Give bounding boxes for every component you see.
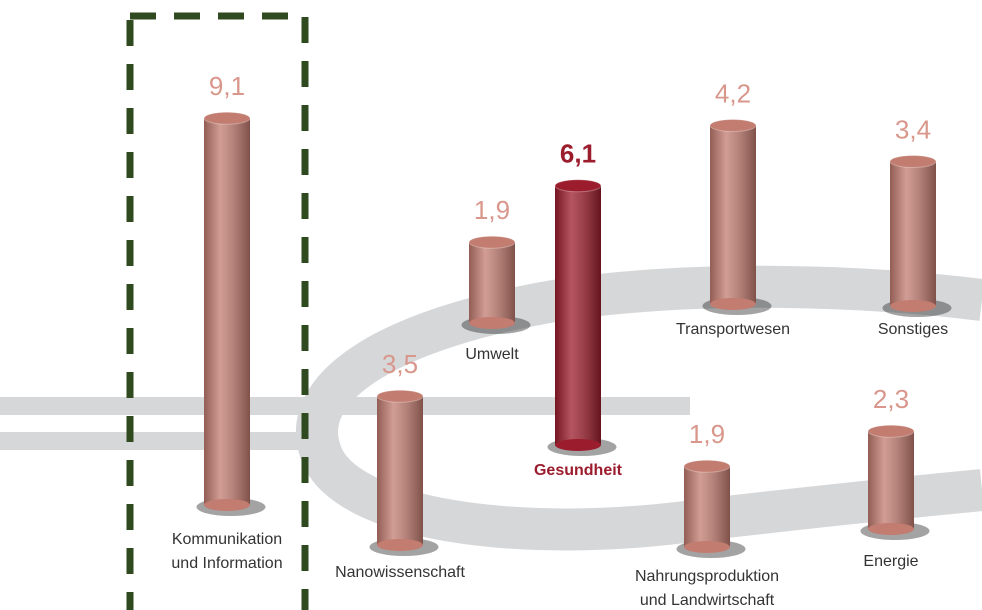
bar-shade — [469, 242, 515, 323]
bar-base — [204, 499, 250, 511]
value-label: 4,2 — [715, 78, 751, 108]
bar-base — [469, 317, 515, 329]
category-label: Energie — [863, 553, 918, 570]
bar-top — [868, 425, 914, 437]
bar-top — [377, 390, 423, 402]
bar-shade — [684, 466, 730, 547]
value-label: 9,1 — [209, 71, 245, 101]
value-label: 1,9 — [689, 419, 725, 449]
chart: 9,1 Kommunikation und Information 3,5 Nanowi… — [0, 0, 982, 610]
category-label: Sonstiges — [878, 321, 948, 338]
bar-base — [890, 300, 936, 312]
value-label: 3,5 — [382, 349, 418, 379]
bar-shade — [555, 186, 601, 445]
value-label: 3,4 — [895, 114, 931, 144]
bar-shade — [868, 431, 914, 529]
category-label: Transportwesen — [676, 321, 790, 338]
bar-shade — [377, 396, 423, 545]
category-label: Gesundheit — [534, 462, 623, 479]
value-label: 2,3 — [873, 384, 909, 414]
category-label: Umwelt — [465, 346, 519, 363]
bar-shade — [204, 118, 250, 505]
bar-top — [555, 180, 601, 192]
category-label: Nanowissenschaft — [335, 564, 465, 581]
category-label: Nahrungsproduktion — [635, 568, 779, 585]
bar-top — [684, 460, 730, 472]
category-label: und Information — [171, 555, 282, 572]
category-label: Kommunikation — [172, 531, 282, 548]
bar-shade — [890, 162, 936, 307]
bar-base — [684, 541, 730, 553]
bar-shade — [710, 126, 756, 305]
bar-base — [868, 523, 914, 535]
bar-top — [469, 236, 515, 248]
bar-top — [890, 156, 936, 168]
bar-base — [710, 298, 756, 310]
bar-base — [377, 539, 423, 551]
value-label: 1,9 — [474, 195, 510, 225]
value-label: 6,1 — [560, 139, 596, 169]
category-label: und Landwirtschaft — [640, 592, 775, 609]
bar-top — [710, 120, 756, 132]
bar-top — [204, 112, 250, 124]
bar-base — [555, 439, 601, 451]
